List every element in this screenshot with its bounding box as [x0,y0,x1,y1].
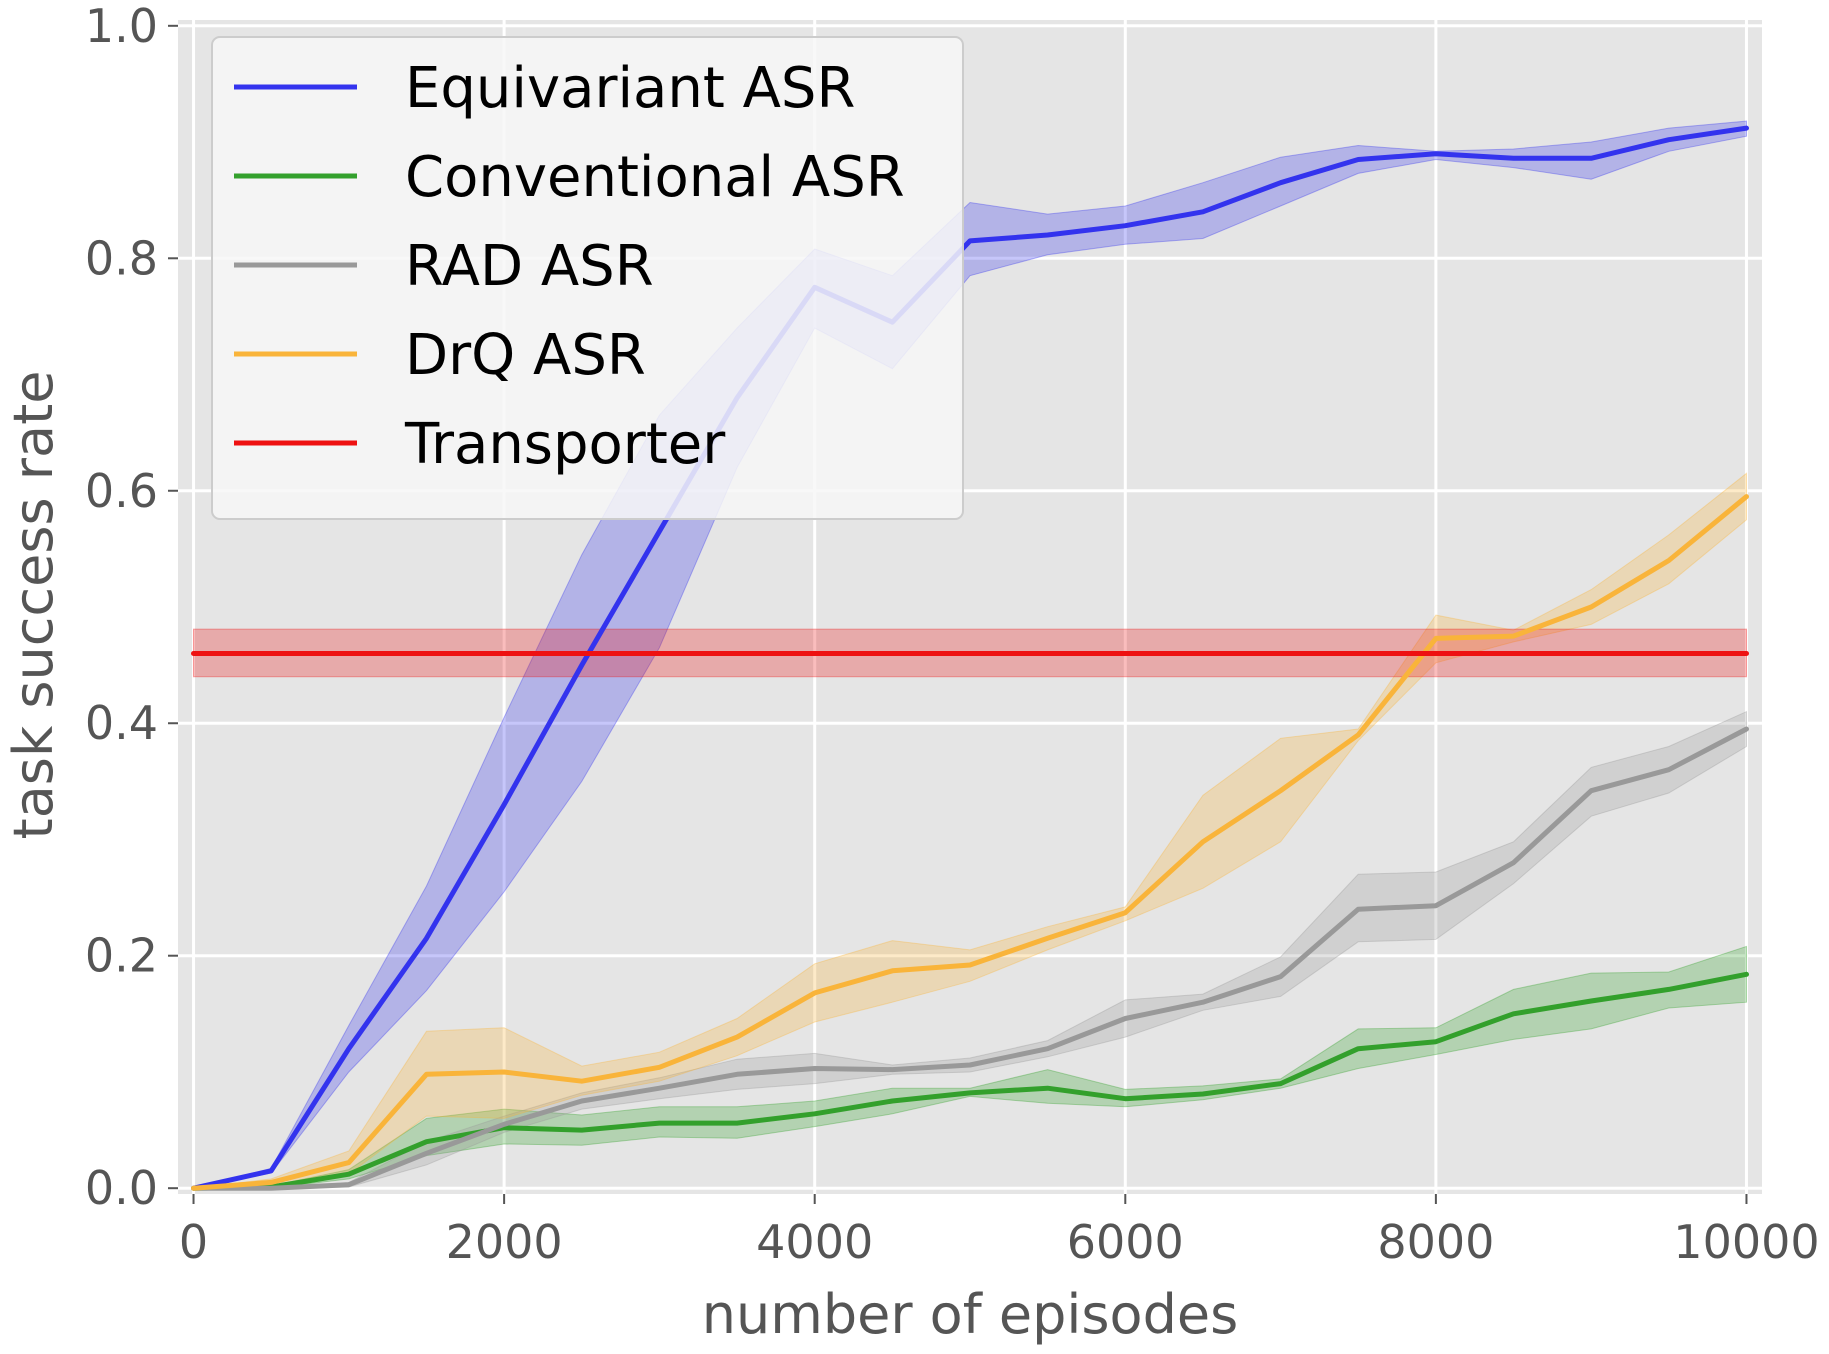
x-tick-label: 0 [179,1215,208,1269]
legend-label-rad-asr: RAD ASR [405,234,654,299]
equivariant-asr-line [191,125,1749,1191]
y-tick-label: 1.0 [85,0,158,53]
x-tick-label: 4000 [756,1215,873,1269]
rad-asr-line [191,726,1749,1191]
x-axis-label: number of episodes [702,1283,1238,1346]
legend-box [211,36,964,520]
legend-label-equivariant-asr: Equivariant ASR [405,56,855,121]
y-axis-label: task success rate [2,371,65,840]
axes: 0 2000 4000 6000 8000 10000 0.0 0.2 0.4 0.6 0.8 1.0 [85,0,1820,1269]
x-tick-label: 10000 [1673,1215,1819,1269]
y-tick-label: 0.4 [85,696,158,750]
drq-asr-line [191,494,1749,1191]
series-lines [191,125,1749,1191]
legend-label-transporter: Transporter [404,412,726,477]
x-tick-label: 8000 [1377,1215,1494,1269]
y-tick-label: 0.6 [85,464,158,518]
legend-label-drq-asr: DrQ ASR [405,323,646,388]
y-tick-label: 0.2 [85,929,158,983]
y-tick-label: 0.0 [85,1161,158,1215]
legend-label-conventional-asr: Conventional ASR [405,145,905,210]
conventional-asr-line [191,971,1749,1191]
x-tick-label: 2000 [446,1215,563,1269]
x-tick-label: 6000 [1067,1215,1184,1269]
legend: Equivariant ASR Conventional ASR RAD ASR Dr… [211,36,964,520]
y-tick-label: 0.8 [85,231,158,285]
